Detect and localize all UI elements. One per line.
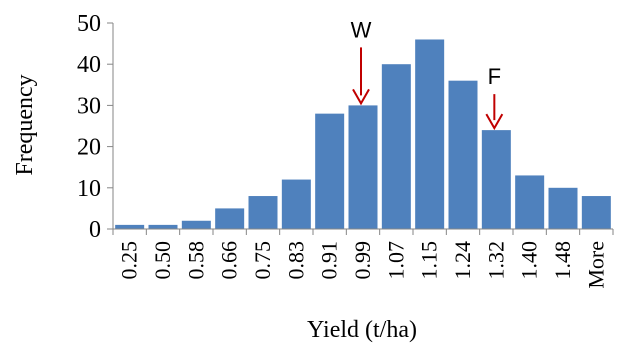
x-tick-label: 0.50 xyxy=(150,241,175,280)
bar-0.75 xyxy=(248,196,278,229)
bar-More xyxy=(581,196,611,229)
y-tick-label: 30 xyxy=(77,93,101,119)
bar-1.48 xyxy=(548,187,578,229)
x-tick-label: 0.25 xyxy=(117,241,142,280)
x-tick-label: 1.32 xyxy=(483,241,508,280)
bar-0.83 xyxy=(281,179,311,229)
x-tick-label: 1.07 xyxy=(383,241,408,280)
bar-0.50 xyxy=(148,224,178,229)
x-tick-label: 0.83 xyxy=(283,241,308,280)
bar-0.66 xyxy=(215,208,245,229)
y-tick-label: 40 xyxy=(77,52,101,78)
x-tick-label: 1.48 xyxy=(550,241,575,280)
bar-1.40 xyxy=(515,175,545,229)
x-tick-label: 0.66 xyxy=(217,241,242,279)
bar-0.25 xyxy=(115,224,145,229)
x-tick-label: 1.24 xyxy=(450,241,475,280)
x-tick-label: 0.75 xyxy=(250,241,275,280)
x-tick-label: More xyxy=(583,241,608,289)
bar-0.91 xyxy=(315,113,345,229)
annotation-arrow-head xyxy=(352,88,370,106)
annotations: WF xyxy=(351,17,504,131)
y-tick-label: 10 xyxy=(77,176,101,202)
x-tick-label: 1.40 xyxy=(517,241,542,280)
annotation-arrow-head xyxy=(485,113,504,131)
bar-0.58 xyxy=(181,220,211,229)
x-axis: 0.25 0.50 0.58 0.66 0.75 0.83 0.91 0.99 1.07 1.15… xyxy=(112,228,614,289)
x-tick-label: 1.15 xyxy=(417,241,442,280)
bar-1.15 xyxy=(415,39,445,230)
annotation-label-W: W xyxy=(351,17,372,42)
x-tick-label: 0.99 xyxy=(350,241,375,280)
x-axis-title: Yield (t/ha) xyxy=(307,317,417,343)
bar-0.99 xyxy=(348,105,378,229)
y-axis-title: Frequency xyxy=(12,74,38,175)
bar-1.32 xyxy=(481,130,511,229)
bar-1.07 xyxy=(381,64,411,229)
y-axis: 0 10 20 30 40 50 xyxy=(77,11,114,243)
y-tick-label: 0 xyxy=(89,217,101,243)
bar-1.24 xyxy=(448,80,478,230)
y-tick-label: 20 xyxy=(77,135,101,161)
x-tick-label: 0.58 xyxy=(183,241,208,280)
y-tick-label: 50 xyxy=(77,11,101,37)
x-tick-label: 0.91 xyxy=(317,241,342,280)
annotation-label-F: F xyxy=(488,64,501,89)
bars-group xyxy=(115,39,611,230)
